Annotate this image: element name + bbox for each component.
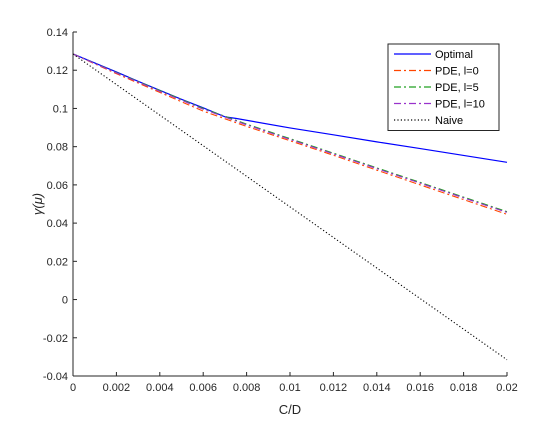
y-tick-label: 0.04 xyxy=(47,218,68,230)
x-axis-label: C/D xyxy=(279,402,301,417)
series-line-optimal xyxy=(72,53,508,163)
y-tick-label: 0.06 xyxy=(47,180,68,192)
legend-label: PDE, l=0 xyxy=(435,66,479,78)
x-tick-label: 0 xyxy=(70,382,76,394)
y-tick-label: 0.14 xyxy=(47,27,68,39)
y-tick-label: -0.02 xyxy=(43,333,68,345)
y-tick-label: 0 xyxy=(62,295,68,307)
legend: Optimal PDE, l=0 PDE, l=5 PDE, l=10 Naive xyxy=(387,43,500,131)
legend-label: PDE, l=5 xyxy=(435,82,479,94)
y-tick-label: 0.08 xyxy=(47,142,68,154)
series-line-pde-l-5 xyxy=(72,53,508,213)
series-line-pde-l-0 xyxy=(72,53,508,215)
y-tick-label: -0.04 xyxy=(43,371,68,383)
legend-label: PDE, l=10 xyxy=(435,99,485,111)
y-ticks: -0.04 -0.02 0 0.02 0.04 0.06 0.08 0.1 0.12 0.14 xyxy=(43,27,77,383)
x-tick-label: 0.01 xyxy=(279,382,300,394)
legend-label: Optimal xyxy=(435,49,473,61)
series-layer xyxy=(72,53,508,361)
x-tick-label: 0.004 xyxy=(146,382,174,394)
x-tick-label: 0.02 xyxy=(496,382,517,394)
x-tick-label: 0.016 xyxy=(406,382,434,394)
x-tick-label: 0.002 xyxy=(103,382,131,394)
x-tick-label: 0.008 xyxy=(233,382,261,394)
x-tick-label: 0.018 xyxy=(450,382,478,394)
series-line-naive xyxy=(72,53,508,361)
y-tick-label: 0.02 xyxy=(47,256,68,268)
series-line-pde-l-10 xyxy=(72,53,508,213)
x-tick-label: 0.012 xyxy=(320,382,348,394)
y-tick-label: 0.12 xyxy=(47,65,68,77)
y-axis-label: γ(μ) xyxy=(30,193,45,215)
x-tick-label: 0.014 xyxy=(363,382,391,394)
x-ticks: 0 0.002 0.004 0.006 0.008 0.01 0.012 0.014 0.016… xyxy=(70,372,518,394)
legend-box xyxy=(387,43,500,131)
x-tick-label: 0.006 xyxy=(189,382,217,394)
y-tick-label: 0.1 xyxy=(53,103,68,115)
legend-label: Naive xyxy=(435,115,463,127)
